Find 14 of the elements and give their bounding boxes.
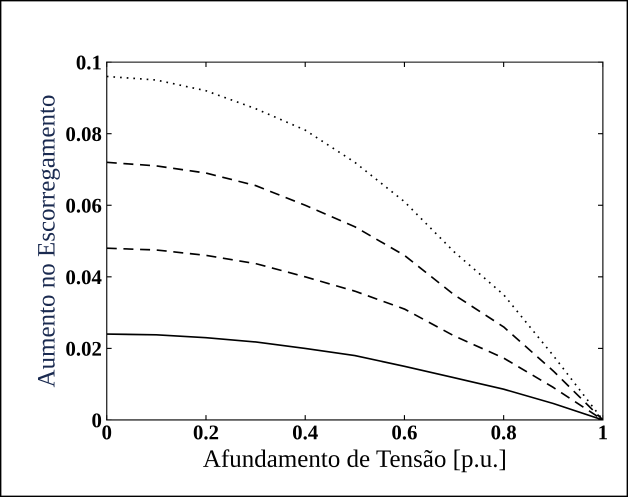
- x-tick-label: 0.4: [292, 425, 318, 440]
- y-tick-label: 0.08: [66, 127, 102, 142]
- y-axis-title: Aumento no Escorregamento: [38, 96, 60, 388]
- y-tick-label: 0.04: [66, 270, 102, 284]
- x-axis-title: Afundamento de Tensão [p.u.]: [203, 449, 505, 472]
- x-tick-label: 0: [102, 425, 112, 440]
- y-tick-label: 0: [92, 413, 102, 428]
- x-tick-label: 1: [599, 426, 608, 440]
- x-tick-label: 0.2: [194, 425, 218, 440]
- x-tick-label: 0.8: [491, 425, 516, 440]
- y-tick-label: 0.1: [76, 56, 101, 70]
- x-tick-label: 0.6: [392, 425, 417, 440]
- y-tick-label: 0.06: [66, 198, 102, 213]
- y-tick-label: 0.02: [66, 342, 102, 356]
